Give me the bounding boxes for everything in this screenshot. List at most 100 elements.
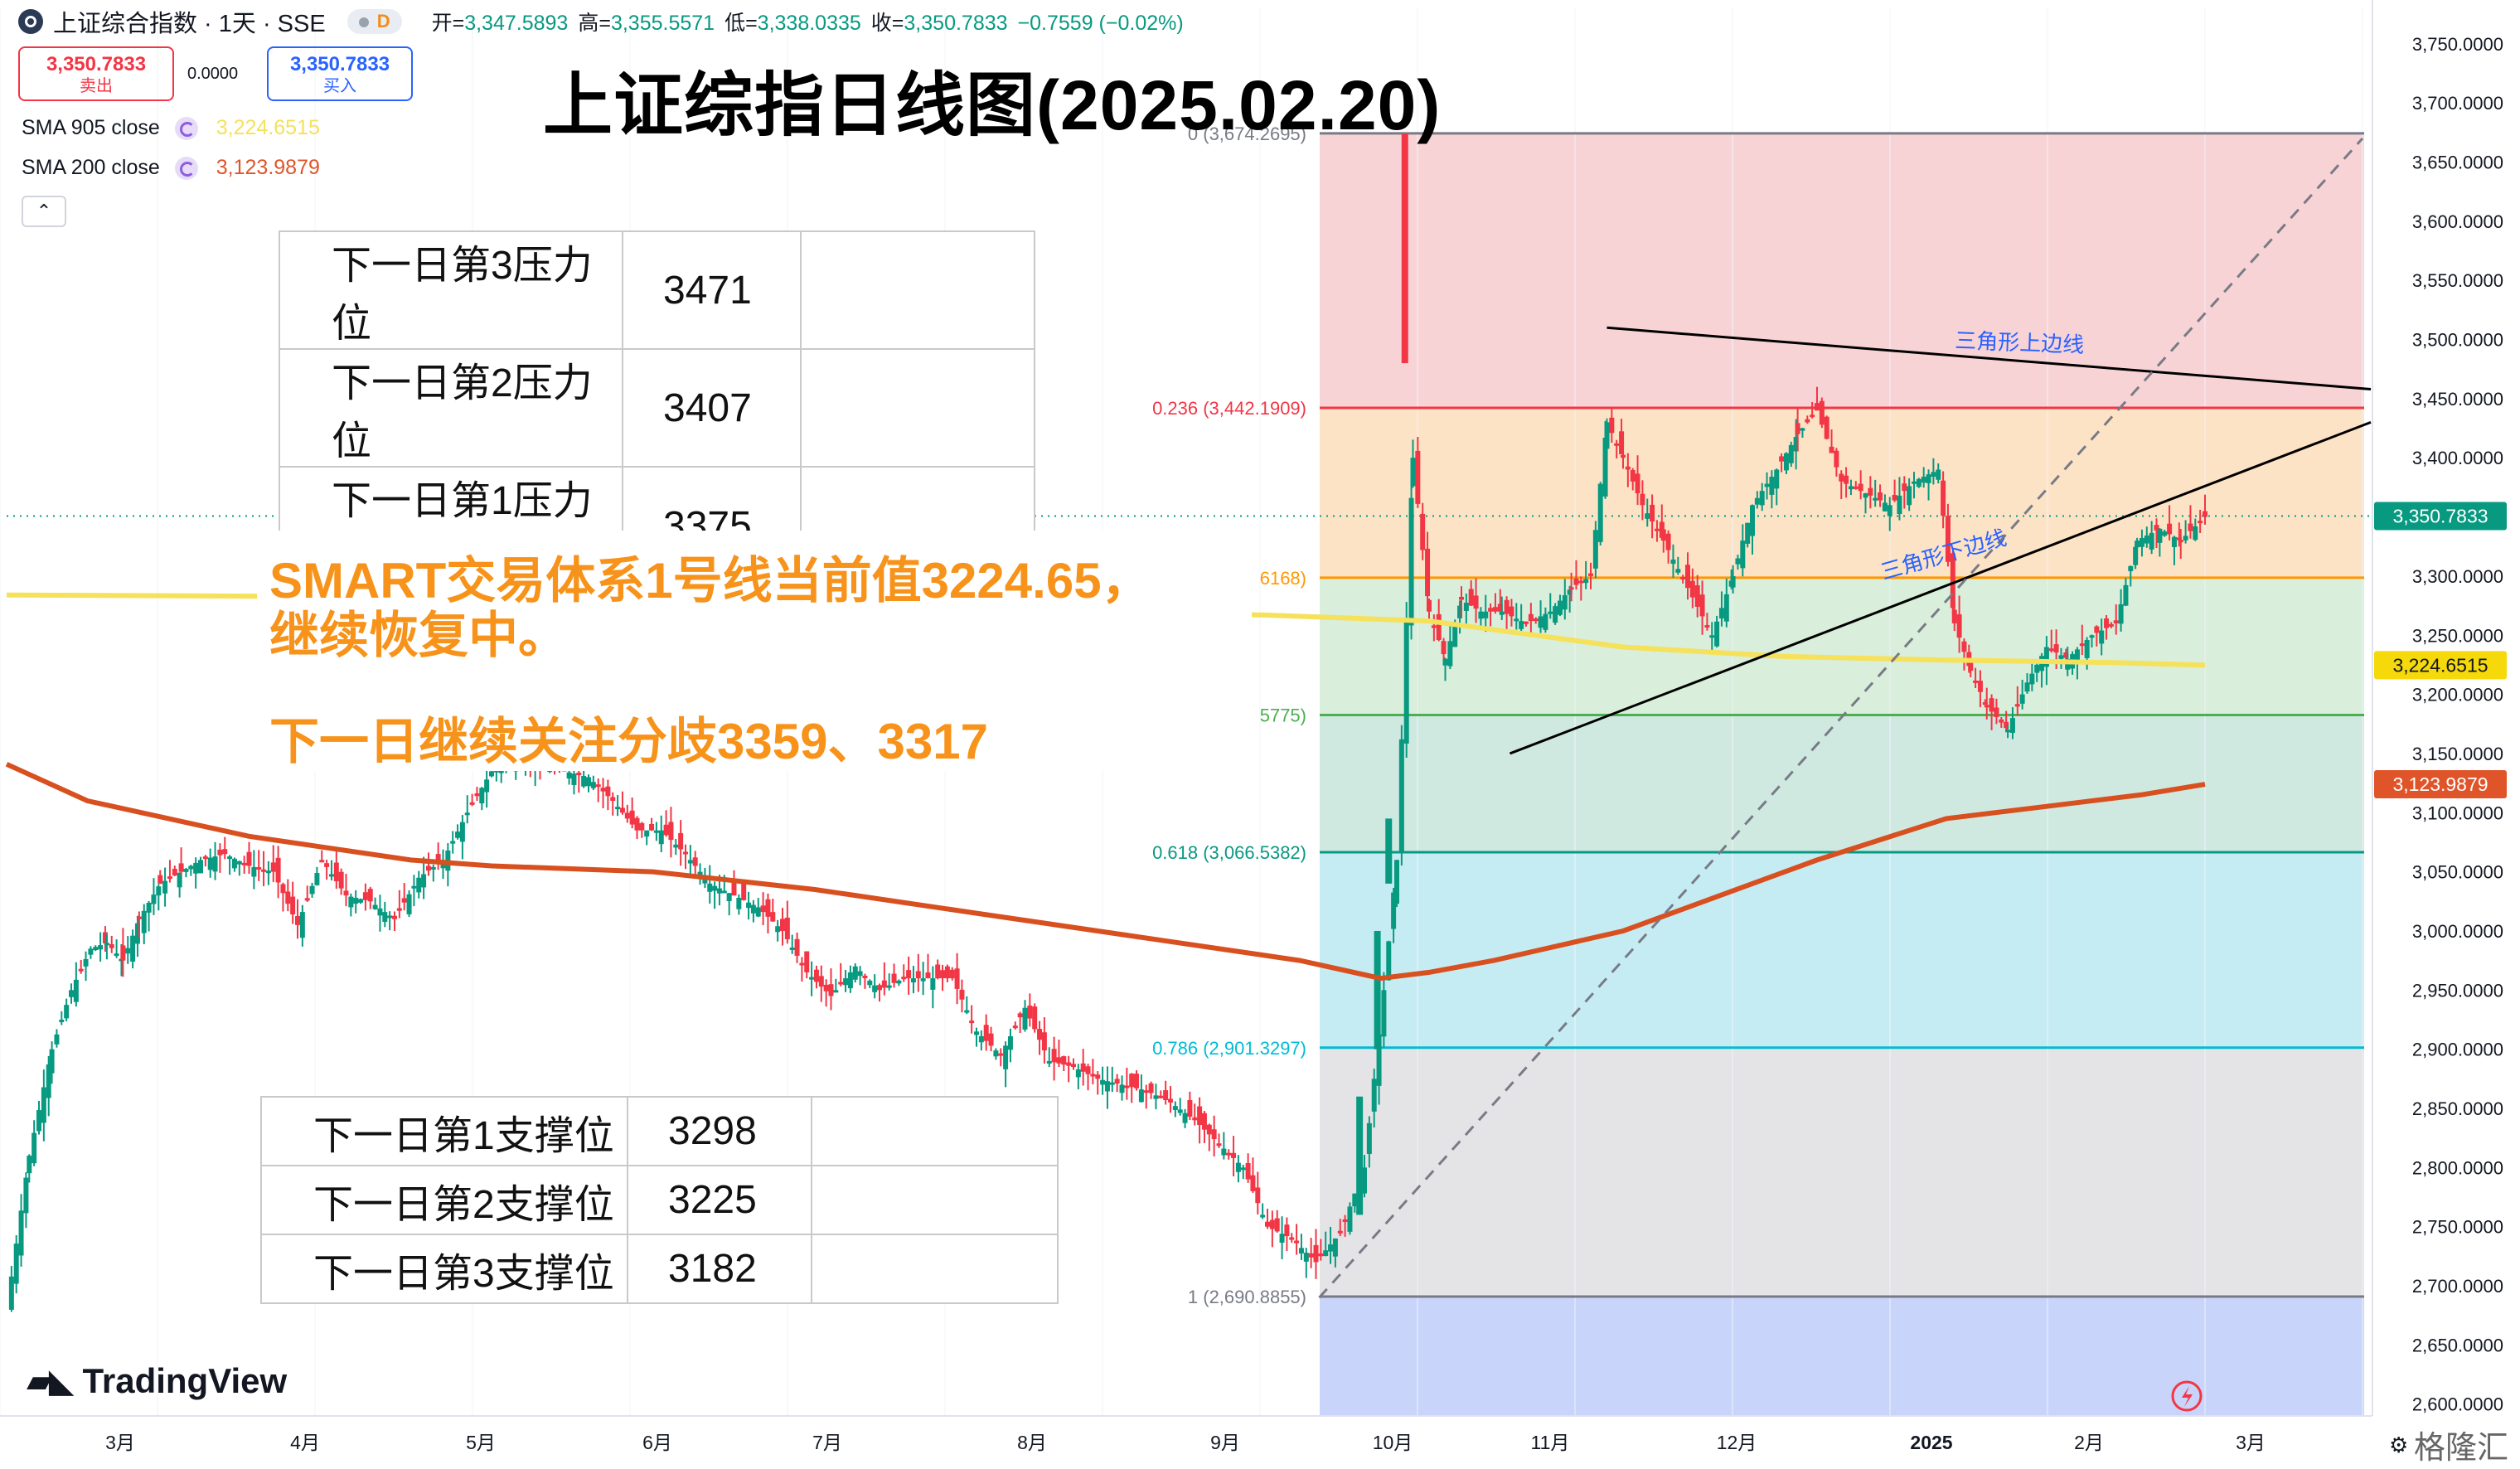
candle-body: [765, 899, 771, 917]
candle-body: [46, 1064, 51, 1098]
candle-body: [151, 894, 157, 904]
collapse-legend-button[interactable]: ⌃: [22, 196, 66, 227]
candle-body: [1805, 419, 1810, 423]
candle-body: [1398, 739, 1404, 853]
candle-body: [2154, 525, 2159, 531]
candle-body: [877, 985, 882, 991]
y-tick-label: 3,250.0000: [2412, 625, 2503, 646]
candle-body: [1352, 1193, 1358, 1207]
candle-body: [1046, 1060, 1052, 1064]
candle-body: [401, 898, 407, 903]
candle-body: [1260, 1214, 1266, 1218]
candle-body: [833, 990, 839, 993]
ohlc-key: 低=: [724, 12, 758, 35]
indicator-legend-sma200[interactable]: SMA 200 close 3,123.9879: [22, 156, 320, 180]
candle-body: [1080, 1063, 1086, 1072]
candle-body: [673, 844, 679, 848]
candle-body: [421, 874, 427, 888]
candle-body: [1745, 522, 1751, 544]
candle-body: [1488, 608, 1494, 612]
candle-body: [857, 971, 863, 977]
trend-dashed-line: [1318, 137, 2364, 1299]
candle-body: [1483, 611, 1489, 618]
candle-body: [1926, 474, 1931, 483]
candle-body: [1226, 1152, 1232, 1156]
candle-body: [1654, 528, 1660, 531]
candle-body: [1134, 1074, 1140, 1088]
level-label: 下一日第2支撑位: [260, 1165, 628, 1235]
candle-body: [2019, 694, 2025, 704]
y-tick-label: 3,200.0000: [2412, 685, 2503, 705]
candle-body: [2193, 526, 2198, 541]
candle-body: [1602, 437, 1608, 497]
lightning-icon[interactable]: [2171, 1380, 2203, 1412]
candle-body: [1675, 569, 1681, 573]
time-axis[interactable]: [0, 1416, 2520, 1469]
symbol-header: 上证综合指数 · 1天 · SSE D 开=3,347.5893 高=3,355.…: [0, 0, 1194, 43]
annotation-upper: 三角形上边线: [1955, 328, 2085, 357]
candle-body: [1604, 422, 1610, 449]
candle-body: [823, 984, 829, 991]
candle-body: [1588, 573, 1593, 576]
candle-body: [430, 866, 436, 870]
candle-body: [18, 1210, 24, 1256]
candle-body: [804, 951, 810, 972]
candle-body: [1936, 469, 1941, 480]
indicator-legend-sma905[interactable]: SMA 905 close 3,224.6515: [22, 116, 320, 140]
symbol-title[interactable]: 上证综合指数 · 1天 · SSE: [53, 11, 326, 37]
candle-body: [1834, 450, 1839, 468]
candle-body: [1863, 493, 1868, 498]
sell-button[interactable]: 3,350.7833 卖出: [18, 46, 174, 101]
ohlc-value: −0.7559 (−0.02%): [1017, 12, 1184, 35]
candle-body: [1665, 533, 1671, 550]
candle-body: [1427, 599, 1432, 612]
x-tick-label: 6月: [642, 1432, 672, 1453]
y-tick-label: 2,850.0000: [2412, 1098, 2503, 1119]
candle-body: [1538, 616, 1544, 628]
candle-body: [1994, 707, 1999, 718]
fib-level-label: 5775): [1260, 705, 1306, 725]
table-row: 下一日第2支撑位 3225: [260, 1165, 1059, 1235]
candle-body: [1524, 621, 1529, 624]
candle-body: [2005, 730, 2011, 733]
candle-body: [619, 807, 625, 813]
candle-body: [1553, 606, 1558, 623]
candle-body: [2178, 540, 2183, 543]
candle-body: [828, 984, 834, 996]
market-status-badge[interactable]: D: [346, 9, 402, 34]
candle-body: [324, 863, 330, 867]
candle-body: [1138, 1089, 1144, 1103]
candle-body: [290, 896, 296, 914]
price-axis[interactable]: [2372, 0, 2520, 1469]
candle-body: [881, 980, 887, 988]
candle-body: [1824, 416, 1829, 439]
candle-body: [1951, 609, 1957, 623]
candle-body: [998, 1053, 1004, 1056]
candle-body: [459, 822, 465, 842]
y-tick-label: 3,150.0000: [2412, 744, 2503, 764]
candle-body: [484, 779, 490, 793]
x-tick-label: 9月: [1210, 1432, 1240, 1453]
buy-button[interactable]: 3,350.7833 买入: [267, 46, 413, 101]
candle-body: [425, 865, 431, 871]
candle-body: [2108, 623, 2114, 627]
candle-body: [73, 979, 79, 1002]
candle-body: [1921, 477, 1926, 483]
candle-body: [2004, 721, 2009, 729]
candle-body: [2171, 536, 2177, 547]
candle-body: [1447, 641, 1453, 667]
candle-body: [246, 851, 252, 866]
candle-body: [231, 858, 237, 869]
candle-body: [1090, 1074, 1096, 1077]
tradingview-logo[interactable]: ▰◣ TradingView: [27, 1361, 287, 1401]
candle-body: [136, 916, 142, 919]
candle-body: [1788, 444, 1794, 463]
candle-body: [1878, 492, 1883, 501]
candle-body: [1621, 454, 1626, 458]
candle-body: [2133, 546, 2139, 565]
settings-icon[interactable]: ⚙: [2389, 1433, 2408, 1457]
candle-body: [1007, 1035, 1013, 1050]
candle-body: [1371, 1079, 1377, 1112]
candle-body: [1533, 618, 1539, 622]
